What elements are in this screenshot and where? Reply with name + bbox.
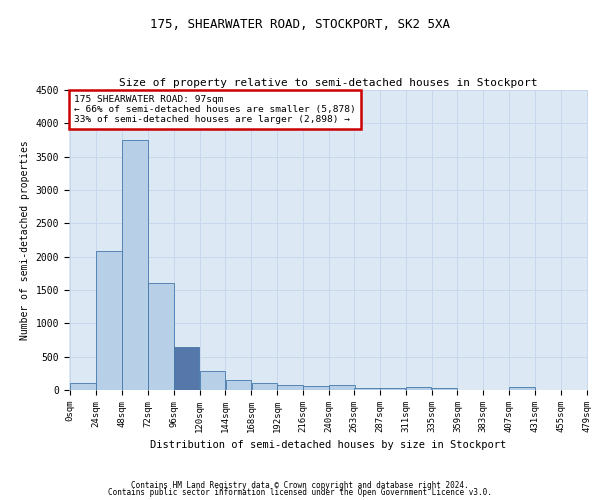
Bar xyxy=(354,388,380,390)
Y-axis label: Number of semi-detached properties: Number of semi-detached properties xyxy=(20,140,30,340)
Text: Contains HM Land Registry data © Crown copyright and database right 2024.: Contains HM Land Registry data © Crown c… xyxy=(131,480,469,490)
Bar xyxy=(148,284,173,390)
X-axis label: Distribution of semi-detached houses by size in Stockport: Distribution of semi-detached houses by … xyxy=(151,440,506,450)
Bar xyxy=(96,252,122,390)
Bar xyxy=(432,388,457,390)
Bar xyxy=(226,380,251,390)
Bar xyxy=(304,386,329,390)
Bar xyxy=(122,140,148,390)
Bar xyxy=(277,384,303,390)
Bar xyxy=(251,382,277,390)
Bar xyxy=(70,384,96,390)
Bar xyxy=(200,370,225,390)
Bar xyxy=(380,388,406,390)
Text: Contains public sector information licensed under the Open Government Licence v3: Contains public sector information licen… xyxy=(108,488,492,497)
Title: Size of property relative to semi-detached houses in Stockport: Size of property relative to semi-detach… xyxy=(119,78,538,88)
Bar xyxy=(329,386,355,390)
Text: 175, SHEARWATER ROAD, STOCKPORT, SK2 5XA: 175, SHEARWATER ROAD, STOCKPORT, SK2 5XA xyxy=(150,18,450,30)
Bar xyxy=(174,348,199,390)
Bar xyxy=(509,387,535,390)
Bar xyxy=(406,386,431,390)
Text: 175 SHEARWATER ROAD: 97sqm
← 66% of semi-detached houses are smaller (5,878)
33%: 175 SHEARWATER ROAD: 97sqm ← 66% of semi… xyxy=(74,94,356,124)
